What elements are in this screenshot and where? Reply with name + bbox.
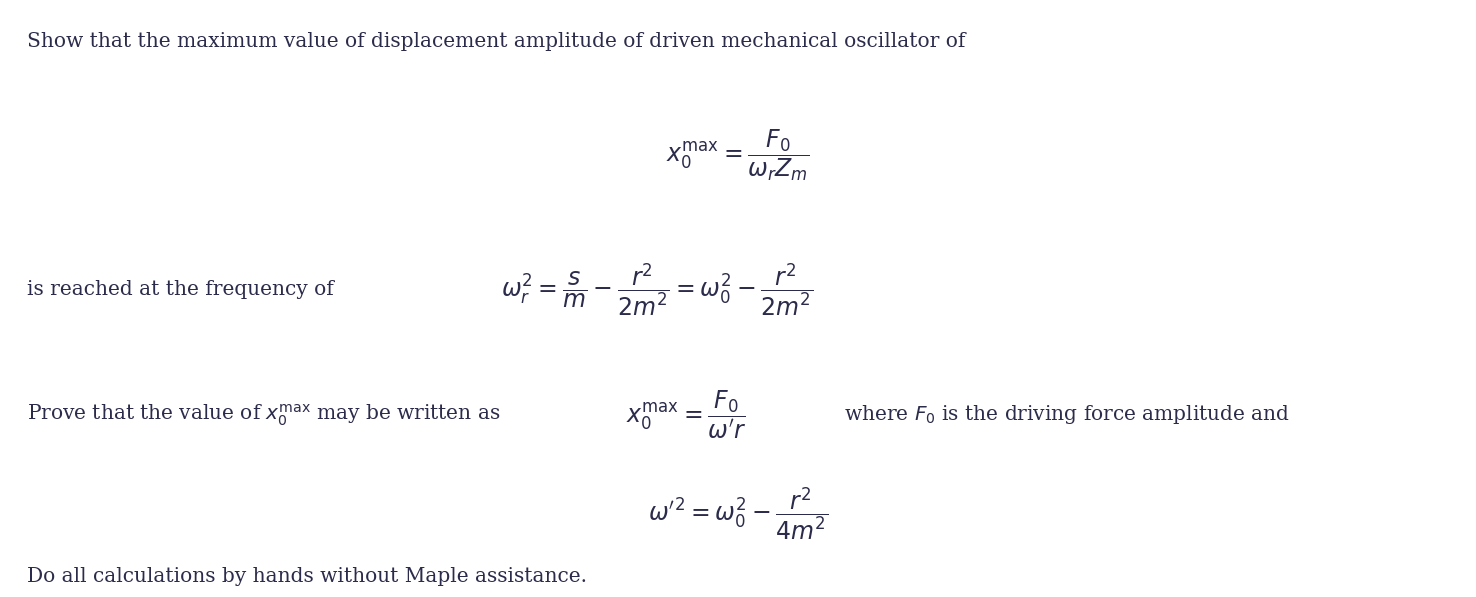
- Text: $x_0^{\mathrm{max}} = \dfrac{F_0}{\omega' r}$: $x_0^{\mathrm{max}} = \dfrac{F_0}{\omega…: [626, 389, 747, 441]
- Text: $\omega'^2 = \omega_0^2 - \dfrac{r^2}{4m^2}$: $\omega'^2 = \omega_0^2 - \dfrac{r^2}{4m…: [648, 485, 828, 542]
- Text: is reached at the frequency of: is reached at the frequency of: [27, 280, 334, 299]
- Text: Do all calculations by hands without Maple assistance.: Do all calculations by hands without Map…: [27, 567, 586, 586]
- Text: Prove that the value of $x_0^{\mathrm{max}}$ may be written as: Prove that the value of $x_0^{\mathrm{ma…: [27, 402, 500, 427]
- Text: Show that the maximum value of displacement amplitude of driven mechanical oscil: Show that the maximum value of displacem…: [27, 32, 965, 51]
- Text: $\omega_r^2 = \dfrac{s}{m} - \dfrac{r^2}{2m^2} = \omega_0^2 - \dfrac{r^2}{2m^2}$: $\omega_r^2 = \dfrac{s}{m} - \dfrac{r^2}…: [500, 261, 813, 318]
- Text: $x_0^{\mathrm{max}} = \dfrac{F_0}{\omega_r Z_m}$: $x_0^{\mathrm{max}} = \dfrac{F_0}{\omega…: [666, 127, 810, 183]
- Text: where $F_0$ is the driving force amplitude and: where $F_0$ is the driving force amplitu…: [844, 404, 1290, 426]
